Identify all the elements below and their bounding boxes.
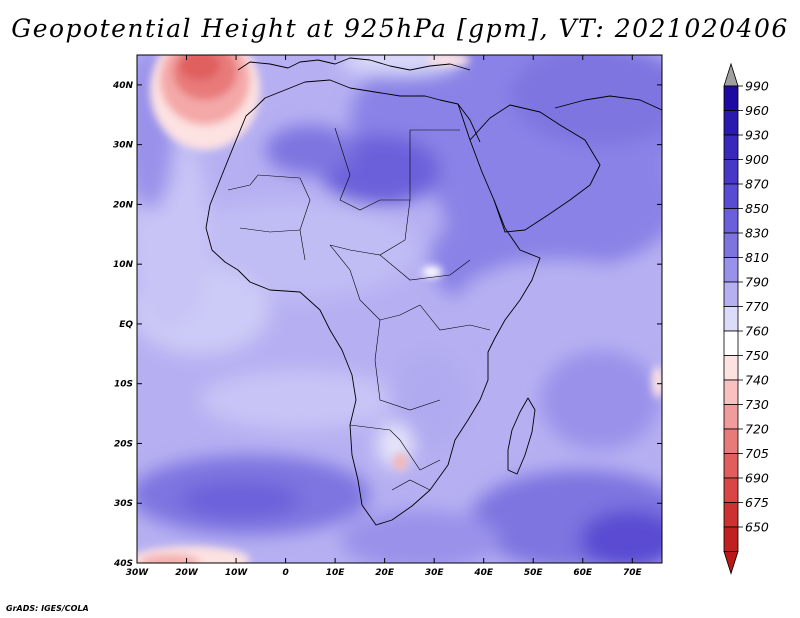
colorbar-swatch-8 (723, 281, 739, 307)
colorbar-swatch-10 (723, 330, 739, 356)
colorbar-swatch-2 (723, 134, 739, 160)
lon-tick-label: 40E (473, 568, 494, 578)
page-title: Geopotential Height at 925hPa [gpm], VT:… (11, 14, 789, 43)
colorbar-swatch-1 (723, 110, 739, 136)
colorbar-swatch-16 (723, 477, 739, 503)
lat-tick-label: 10N (113, 260, 134, 270)
lon-tick-label: 20E (375, 568, 395, 578)
lon-tick-label: 10W (225, 568, 249, 578)
colorbar-label: 750 (745, 348, 769, 363)
colorbar-label: 720 (745, 422, 769, 437)
lon-tick-label: 0 (282, 568, 288, 578)
colorbar-swatch-18 (723, 526, 739, 552)
lat-tick-label: 30N (113, 141, 134, 151)
colorbar-label: 850 (745, 201, 769, 216)
lon-tick-label: 30E (425, 568, 445, 578)
height-field (137, 55, 662, 563)
colorbar-label: 705 (745, 446, 769, 461)
colorbar-swatch-0 (723, 85, 739, 111)
colorbar-swatch-14 (723, 428, 739, 454)
coastlines (205, 57, 662, 526)
colorbar-label: 790 (745, 275, 769, 290)
colorbar-top-arrow (723, 62, 739, 87)
map-axes: 30W 20W 10W 0 10E 20E 30E 40E 50E 60E 70E 40N 30N 20N… (112, 55, 662, 578)
lon-tick-label: 30W (126, 568, 150, 578)
colorbar-swatch-13 (723, 404, 739, 430)
lat-tick-label: 40S (113, 559, 133, 569)
colorbar-label: 675 (745, 495, 769, 510)
colorbar-label: 960 (745, 103, 769, 118)
colorbar-swatch-5 (723, 208, 739, 234)
colorbar-label: 760 (745, 324, 769, 339)
colorbar-swatch-15 (723, 453, 739, 479)
colorbar-label: 900 (745, 152, 769, 167)
colorbar-label: 830 (745, 226, 769, 241)
lon-tick-label: 60E (573, 568, 593, 578)
colorbar: 990 960 930 900 870 850 830 810 790 770 760 750 740 7… (723, 62, 769, 575)
colorbar-label: 730 (745, 397, 769, 412)
credit-text: GrADS: IGES/COLA (6, 604, 89, 613)
colorbar-label: 690 (745, 471, 769, 486)
lat-tick-label: 10S (114, 380, 133, 390)
map-frame (136, 54, 663, 564)
colorbar-swatch-3 (723, 159, 739, 185)
colorbar-swatch-11 (723, 355, 739, 381)
colorbar-swatch-12 (723, 379, 739, 405)
lon-tick-label: 50E (524, 568, 544, 578)
colorbar-bottom-arrow (723, 551, 739, 575)
lat-tick-label: 20N (113, 200, 134, 210)
lat-tick-label: 20S (114, 439, 133, 449)
colorbar-swatch-4 (723, 183, 739, 209)
lon-tick-label: 10E (326, 568, 346, 578)
colorbar-label: 770 (745, 299, 769, 314)
colorbar-swatch-17 (723, 502, 739, 528)
colorbar-label: 990 (745, 79, 769, 94)
lat-tick-label: 40N (112, 81, 134, 91)
country-borders (227, 127, 491, 491)
lon-tick-label: 70E (623, 568, 643, 578)
lon-tick-label: 20W (175, 568, 199, 578)
colorbar-label: 870 (745, 177, 769, 192)
colorbar-label: 740 (745, 373, 769, 388)
colorbar-label: 930 (745, 128, 769, 143)
colorbar-label: 650 (745, 520, 769, 535)
colorbar-swatch-7 (723, 257, 739, 283)
colorbar-swatch-6 (723, 232, 739, 258)
colorbar-swatch-9 (723, 306, 739, 332)
colorbar-label: 810 (745, 250, 769, 265)
lat-tick-label: EQ (119, 320, 133, 330)
lat-tick-label: 30S (114, 499, 133, 509)
